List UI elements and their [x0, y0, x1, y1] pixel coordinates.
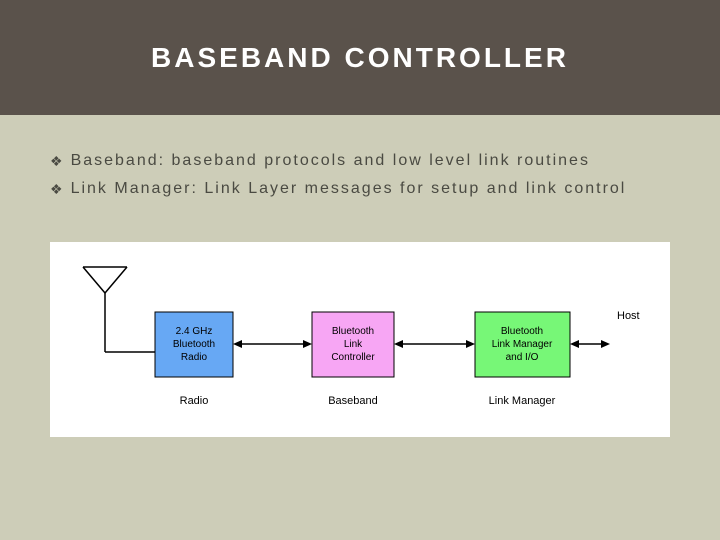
- bullet-item: ❖ Link Manager: Link Layer messages for …: [50, 178, 670, 200]
- linkmgr-line2: Link Manager: [492, 339, 553, 350]
- baseband-label: Baseband: [328, 395, 378, 407]
- linkctrl-line3: Controller: [331, 352, 375, 363]
- title-bar: BASEBAND CONTROLLER: [0, 0, 720, 115]
- page-title: BASEBAND CONTROLLER: [151, 42, 569, 74]
- connector-3: [570, 340, 610, 348]
- antenna-icon: [83, 267, 155, 352]
- bullet-list: ❖ Baseband: baseband protocols and low l…: [0, 115, 720, 227]
- linkctrl-line1: Bluetooth: [332, 326, 374, 337]
- bullet-item: ❖ Baseband: baseband protocols and low l…: [50, 150, 670, 172]
- diamond-icon: ❖: [50, 152, 65, 172]
- radio-line2: Bluetooth: [173, 339, 215, 350]
- radio-label: Radio: [180, 395, 209, 407]
- radio-line3: Radio: [181, 352, 208, 363]
- connector-2: [394, 340, 475, 348]
- bullet-text: Link Manager: Link Layer messages for se…: [71, 178, 627, 200]
- diamond-icon: ❖: [50, 180, 65, 200]
- linkctrl-line2: Link: [344, 339, 363, 350]
- radio-line1: 2.4 GHz: [176, 326, 213, 337]
- host-label: Host: [617, 310, 640, 322]
- linkmanager-label: Link Manager: [489, 395, 556, 407]
- connector-1: [233, 340, 312, 348]
- architecture-diagram: 2.4 GHz Bluetooth Radio Bluetooth Link C…: [50, 242, 670, 437]
- linkmgr-line3: and I/O: [506, 352, 539, 363]
- linkmgr-line1: Bluetooth: [501, 326, 543, 337]
- bullet-text: Baseband: baseband protocols and low lev…: [71, 150, 590, 172]
- diagram-svg: 2.4 GHz Bluetooth Radio Bluetooth Link C…: [50, 242, 670, 437]
